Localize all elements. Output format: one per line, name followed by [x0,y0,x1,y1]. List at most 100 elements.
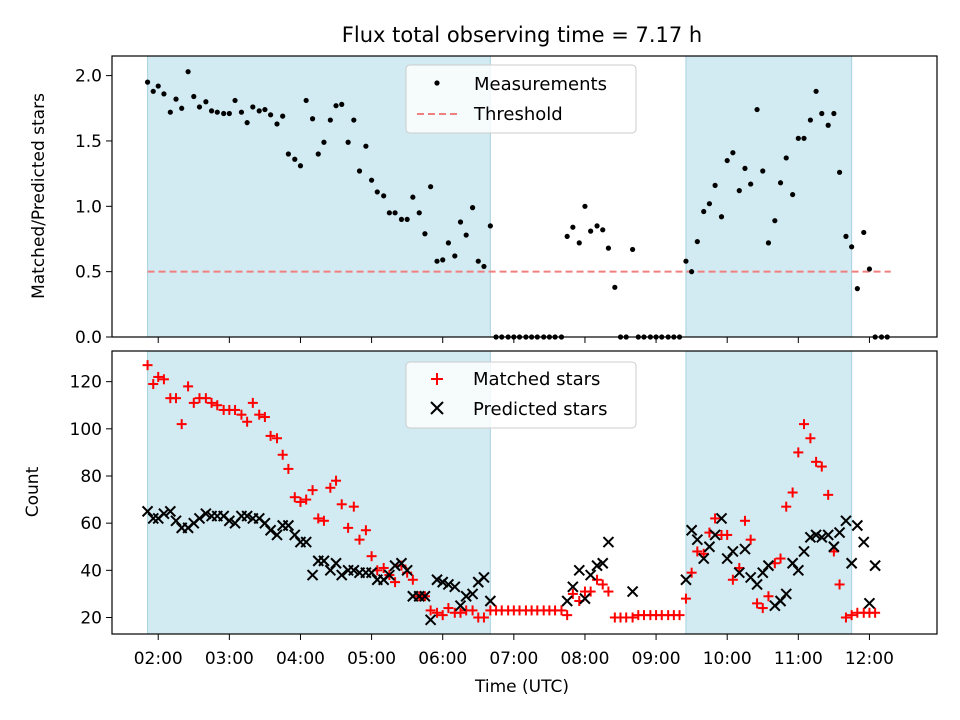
matched-star-marker [230,404,241,415]
predicted-star-marker [816,531,828,544]
measurement-point [588,228,594,234]
bottom-y-tick-label: 40 [80,561,102,581]
matched-star-marker [562,610,573,621]
measurement-point [790,191,796,198]
matched-star-marker [467,605,478,616]
measurement-point [576,240,582,246]
matched-star-marker [752,598,763,609]
predicted-star-marker [401,564,413,577]
matched-star-marker [686,567,697,578]
measurement-point [392,210,398,216]
matched-star-marker [212,400,223,411]
measurement-point [795,135,801,141]
bottom-y-tick-label: 100 [70,420,102,440]
measurement-point [724,157,730,164]
measurement-point [351,117,357,123]
matched-star-marker [793,447,804,458]
predicted-star-marker [840,515,852,527]
x-tick-label: 09:00 [632,649,681,669]
measurement-point [481,263,487,270]
measurement-point [250,104,256,110]
measurement-point [748,181,754,187]
measurement-point [161,91,167,97]
matched-star-marker [366,551,377,562]
matched-star-marker [153,371,164,382]
matched-star-marker [674,610,685,621]
measurement-point [605,245,612,251]
measurement-point [339,101,345,107]
matched-star-marker [242,416,253,427]
measurement-point [262,106,268,113]
x-tick-label: 12:00 [845,649,894,669]
measurement-point [866,266,873,272]
legend-predicted-label: Predicted stars [473,399,607,420]
measurement-point [416,210,422,216]
predicted-star-marker [845,557,858,569]
measurement-point [404,216,410,222]
bottom-legend: Matched stars Predicted stars [405,361,637,429]
top-legend: Measurements Threshold [405,64,637,134]
predicted-star-marker [703,541,716,553]
top-y-ticks: 0.0 0.5 1.0 1.5 2.0 [75,67,112,348]
matched-star-marker [313,513,324,524]
top-axes-frame [111,55,938,338]
measurement-point [772,218,778,224]
bottom-y-ticks: 20 40 60 80 100 120 [70,373,112,628]
measurement-point [612,284,618,290]
matched-star-marker [781,501,792,512]
matched-star-marker [307,485,318,496]
matched-star-marker [840,612,851,623]
matched-star-marker [360,525,371,536]
legend-matched-label: Matched stars [473,369,600,390]
x-tick-label: 05:00 [347,649,396,669]
measurement-point [600,227,606,233]
predicted-star-marker [419,590,431,602]
matched-star-marker [158,374,169,385]
matched-star-marker [692,546,703,557]
predicted-star-marker [851,519,864,532]
measurement-point [327,117,333,123]
top-y-tick-label: 0.5 [75,263,102,283]
matched-star-marker [870,607,881,618]
matched-star-marker [277,449,288,460]
measurement-point [309,116,316,122]
x-tick-label: 10:00 [703,649,752,669]
measurement-point [179,105,185,111]
x-tick-label: 02:00 [134,649,183,669]
predicted-star-marker [727,545,739,558]
predicted-star-marker [579,592,591,605]
bottom-axes-frame [111,350,938,635]
predicted-star-marker [792,564,805,577]
matched-star-marker [206,397,217,408]
measurement-point [381,193,387,199]
measurement-point [203,99,209,105]
bottom-y-axis-label: Count [23,466,43,517]
measurement-point [854,286,860,292]
matched-star-marker [739,515,750,526]
predicted-star-marker [271,529,283,541]
matched-star-marker [757,603,768,614]
measurement-point [173,96,179,102]
matched-star-marker [325,482,336,493]
matched-star-marker [787,487,798,498]
matched-star-marker [188,397,199,408]
measurement-point [256,108,262,114]
measurement-point [594,223,600,229]
predicted-star-marker [424,614,437,626]
predicted-star-marker [626,585,639,598]
matched-star-marker [585,586,596,597]
measurement-point [244,120,250,126]
bottom-legend-box [405,361,637,429]
matched-star-marker [834,579,845,590]
matched-star-marker [247,397,258,408]
measurement-point [694,238,700,245]
predicted-star-marker [164,505,177,518]
predicted-star-marker [733,566,745,579]
matched-star-marker [603,586,614,597]
measurement-point [730,150,736,156]
measurement-point [760,168,766,174]
measurement-point [469,205,476,211]
measurement-point [292,156,298,162]
measurement-point [463,232,469,238]
measurement-point [321,139,327,145]
